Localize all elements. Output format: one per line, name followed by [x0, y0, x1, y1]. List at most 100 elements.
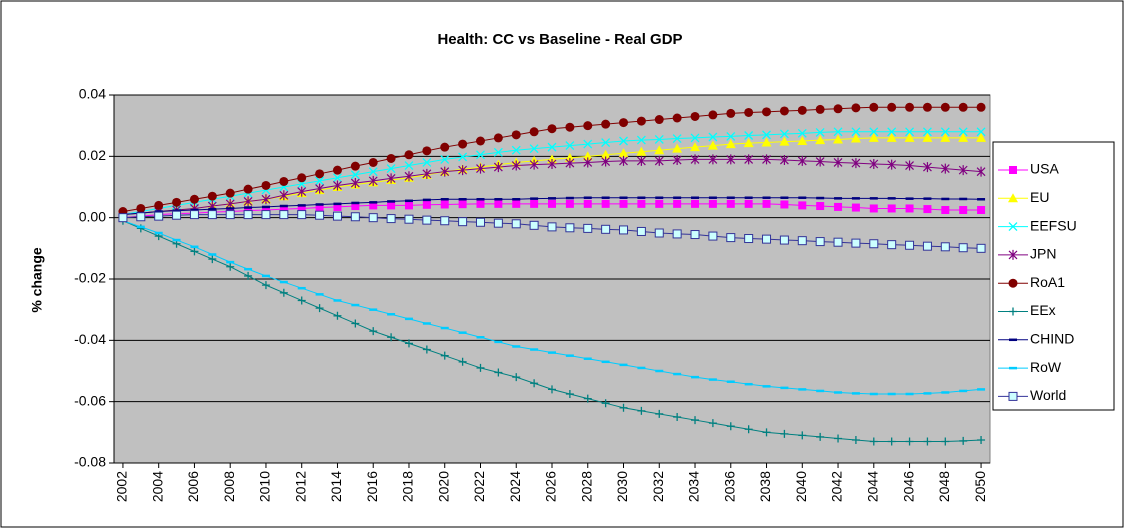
- marker: [797, 155, 807, 166]
- marker: [369, 201, 378, 210]
- marker: [815, 104, 825, 114]
- marker: [673, 413, 682, 421]
- marker: [797, 136, 808, 145]
- marker: [815, 156, 825, 167]
- marker: [637, 406, 646, 415]
- marker: [691, 416, 700, 425]
- marker: [547, 142, 557, 152]
- marker: [762, 130, 771, 140]
- marker: [619, 199, 628, 208]
- marker: [976, 102, 986, 112]
- marker: [779, 235, 789, 245]
- x-tick-label: 2010: [257, 471, 273, 502]
- x-tick-label: 2004: [149, 471, 165, 502]
- series: [118, 210, 986, 253]
- marker: [261, 194, 271, 205]
- marker: [708, 419, 717, 428]
- marker: [958, 127, 968, 137]
- x-tick-label: 2026: [543, 471, 559, 502]
- marker: [601, 138, 611, 147]
- x-tick-label: 2014: [328, 471, 344, 502]
- legend-label: EU: [1030, 189, 1049, 205]
- marker: [333, 180, 342, 191]
- marker: [905, 240, 915, 250]
- marker: [779, 155, 789, 166]
- marker: [387, 201, 396, 210]
- marker: [1009, 166, 1017, 174]
- marker: [762, 107, 772, 117]
- marker: [475, 136, 485, 146]
- marker: [529, 220, 539, 230]
- marker: [458, 165, 468, 176]
- marker: [636, 135, 646, 145]
- marker: [673, 199, 682, 208]
- marker: [923, 162, 932, 173]
- legend-label: JPN: [1030, 246, 1056, 262]
- marker: [564, 152, 575, 162]
- marker: [959, 436, 968, 445]
- y-tick-label: 0.00: [79, 208, 106, 224]
- marker: [690, 142, 701, 152]
- marker: [672, 143, 683, 153]
- x-tick-label: 2034: [686, 471, 702, 502]
- marker: [458, 152, 468, 162]
- marker: [350, 212, 360, 222]
- legend-item: EEx: [998, 302, 1056, 318]
- legend: [992, 141, 1115, 411]
- marker: [225, 188, 235, 198]
- marker: [601, 199, 610, 208]
- marker: [726, 199, 735, 208]
- legend-label: EEFSU: [1030, 217, 1077, 233]
- marker: [797, 105, 807, 115]
- marker: [512, 373, 521, 382]
- marker: [851, 127, 861, 137]
- marker: [422, 168, 432, 179]
- marker: [725, 139, 736, 149]
- marker: [332, 211, 342, 221]
- marker: [977, 436, 986, 444]
- marker: [726, 422, 735, 431]
- marker: [493, 147, 503, 157]
- marker: [654, 155, 664, 166]
- marker: [762, 428, 771, 437]
- marker: [833, 127, 843, 137]
- marker: [190, 247, 199, 256]
- marker: [386, 153, 396, 163]
- marker: [601, 119, 611, 129]
- x-tick-label: 2046: [900, 471, 916, 502]
- x-tick-label: 2032: [650, 471, 666, 502]
- marker: [332, 165, 342, 175]
- marker: [600, 149, 611, 159]
- marker: [475, 217, 485, 227]
- marker: [493, 133, 503, 143]
- marker: [493, 218, 503, 228]
- y-tick-label: 0.04: [79, 86, 106, 102]
- marker: [654, 135, 664, 144]
- x-tick-label: 2008: [221, 471, 237, 502]
- marker: [136, 212, 146, 222]
- marker: [530, 199, 539, 208]
- marker: [851, 238, 861, 248]
- marker: [887, 437, 896, 446]
- marker: [351, 319, 360, 328]
- series: [118, 102, 986, 217]
- marker: [672, 155, 682, 166]
- marker: [744, 425, 753, 434]
- marker: [726, 154, 736, 165]
- marker: [369, 327, 378, 336]
- marker: [261, 180, 271, 190]
- marker: [279, 288, 288, 297]
- marker: [511, 130, 521, 140]
- marker: [530, 379, 539, 388]
- marker: [154, 211, 164, 221]
- legend-item: EU: [998, 189, 1049, 205]
- marker: [244, 271, 253, 280]
- y-tick-label: -0.06: [74, 392, 106, 408]
- marker: [834, 434, 843, 443]
- marker: [761, 137, 772, 147]
- marker: [744, 199, 753, 208]
- marker: [458, 200, 467, 209]
- marker: [207, 210, 217, 220]
- legend-item: RoW: [998, 359, 1062, 375]
- marker: [136, 203, 146, 213]
